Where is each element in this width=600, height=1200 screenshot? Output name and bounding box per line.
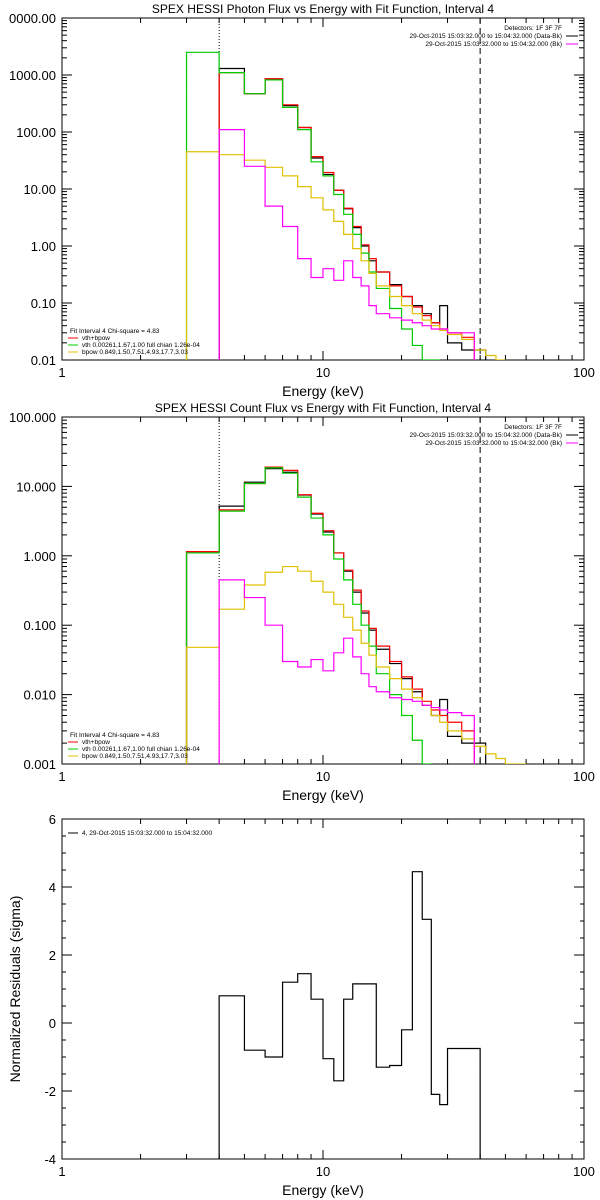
legend-left-entry: Fit Interval 4 Chi-square = 4.83 (70, 328, 160, 335)
y-tick-label: 10.00 (23, 182, 56, 197)
legend-right-entry: Detectors: 1F 3F 7F (504, 25, 562, 32)
series-data (218, 871, 481, 1159)
y-tick-label: 0 (49, 1016, 56, 1031)
y-tick-label: 0000.00 (9, 11, 56, 26)
legend-left-entry: bpow 0.849,1.50,7.51,4.93,17.7,3.03 (82, 349, 188, 356)
y-tick-label: 1.000 (23, 549, 56, 564)
legend-left-entry: vth+bpow (82, 335, 110, 342)
x-tick-label: 100 (573, 769, 595, 784)
x-tick-label: 1 (58, 769, 65, 784)
y-tick-label: 100.000 (9, 410, 56, 425)
y-tick-label: 0.001 (23, 757, 56, 772)
chart-title: SPEX HESSI Count Flux vs Energy with Fit… (155, 401, 491, 415)
x-axis-label: Energy (keV) (282, 1182, 364, 1198)
y-tick-label: 6 (49, 812, 56, 827)
legend-right-entry: 29-Oct-2015 15:03:32.000 to 15:04:32.000… (425, 440, 562, 447)
plot-area (185, 466, 527, 764)
y-tick-label: 2 (49, 948, 56, 963)
y-tick-label: 0.100 (23, 618, 56, 633)
x-tick-label: 1 (58, 1164, 65, 1179)
x-axis-label: Energy (keV) (282, 383, 364, 399)
legend-left-entry: Fit Interval 4 Chi-square = 4.83 (70, 732, 160, 739)
plot-frame (61, 818, 585, 1160)
series-vth (185, 467, 432, 764)
series-vth (185, 51, 440, 360)
x-tick-label: 100 (573, 1164, 595, 1179)
series-data (185, 468, 487, 764)
legend-right-entry: 29-Oct-2015 15:03:32.000 to 15:04:32.000… (410, 432, 563, 439)
y-tick-label: 0.10 (31, 296, 56, 311)
legend-left-entry: 4, 29-Oct-2015 15:03:32.000 to 15:04:32.… (82, 830, 212, 837)
legend-right-entry: Detectors: 1F 3F 7F (504, 424, 562, 431)
x-tick-label: 100 (573, 365, 595, 380)
plot-area (218, 871, 481, 1159)
y-axis-label: Normalized Residuals (sigma) (7, 896, 23, 1083)
x-tick-label: 10 (316, 769, 330, 784)
x-tick-label: 10 (316, 365, 330, 380)
y-tick-label: 0.01 (31, 353, 56, 368)
x-axis-label: Energy (keV) (282, 787, 364, 803)
legend-right-entry: 29-Oct-2015 15:03:32.000 to 15:04:32.000… (425, 41, 562, 48)
series-bpow (185, 151, 506, 360)
series-total_fit (218, 72, 475, 360)
series-background (218, 129, 475, 360)
legend-left-entry: vth+bpow (82, 739, 110, 746)
legend-right-entry: 29-Oct-2015 15:03:32.000 to 15:04:32.000… (410, 33, 563, 40)
y-tick-label: 100.00 (16, 125, 56, 140)
legend-left-entry: vth 0.00261,1.67,1.00 full chian 1.26e-0… (82, 746, 200, 753)
series-background (218, 579, 475, 764)
chart-title: SPEX HESSI Photon Flux vs Energy with Fi… (152, 2, 494, 16)
y-tick-label: -4 (44, 1152, 56, 1167)
plot-area (185, 51, 506, 360)
legend-left-entry: bpow 0.849,1.50,7.51,4.93,17.7,3.03 (82, 753, 188, 760)
y-tick-label: 0.010 (23, 688, 56, 703)
y-tick-label: 10.000 (16, 479, 56, 494)
series-total_fit (185, 466, 475, 764)
chart-panel-2: SPEX HESSI Count Flux vs Energy with Fit… (9, 401, 595, 803)
y-tick-label: 1.00 (31, 239, 56, 254)
x-tick-label: 10 (316, 1164, 330, 1179)
y-tick-label: -2 (44, 1084, 56, 1099)
y-tick-label: 1000.00 (9, 68, 56, 83)
x-tick-label: 1 (58, 365, 65, 380)
plot-frame (61, 17, 585, 361)
chart-panel-1: SPEX HESSI Photon Flux vs Energy with Fi… (9, 2, 595, 399)
series-bpow (185, 565, 527, 764)
legend-left-entry: vth 0.00261,1.67,1.00 full chian 1.26e-0… (82, 342, 200, 349)
y-tick-label: 4 (49, 880, 56, 895)
chart-panel-3: 1 10 100 -4 -2 0 2 4 6 Energy (keV) Normalized Res… (7, 812, 595, 1198)
